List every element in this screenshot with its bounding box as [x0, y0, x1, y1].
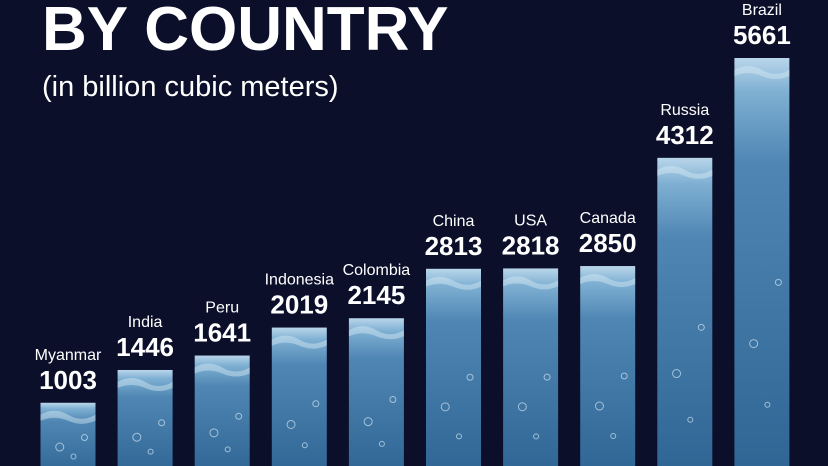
category-label: Russia — [660, 102, 709, 119]
bar-wave — [503, 276, 559, 290]
bubble — [774, 278, 782, 286]
bar — [117, 369, 173, 466]
bar-wave — [426, 276, 481, 290]
value-label: 2019 — [270, 290, 328, 320]
value-label: 2818 — [502, 230, 560, 260]
value-label: 5661 — [733, 20, 791, 50]
category-label: USA — [514, 212, 547, 229]
bubble — [301, 442, 308, 449]
bubble — [620, 372, 628, 380]
bar-wave — [271, 335, 327, 349]
bubble — [55, 442, 65, 452]
value-label: 2850 — [579, 228, 637, 258]
bubble — [749, 339, 759, 349]
value-label: 2813 — [425, 231, 483, 261]
bar-wave — [194, 363, 250, 377]
bar — [503, 268, 559, 466]
bubble — [517, 402, 527, 412]
bubble — [543, 373, 551, 381]
value-label: 1003 — [39, 365, 97, 395]
value-label: 1641 — [193, 318, 251, 348]
bubble — [286, 419, 296, 429]
bubble — [378, 440, 385, 447]
category-label: Myanmar — [35, 347, 102, 364]
bubble — [610, 433, 617, 440]
bar-wave — [734, 66, 790, 79]
category-label: Peru — [205, 300, 239, 317]
bubble — [594, 401, 604, 411]
bubble — [533, 433, 540, 440]
bubble — [466, 373, 474, 381]
bar — [194, 355, 250, 466]
bar — [734, 58, 790, 466]
chart-title: BY COUNTRY — [42, 0, 448, 64]
category-label: Canada — [580, 210, 636, 227]
value-label: 1446 — [116, 332, 174, 362]
bar-wave — [580, 274, 636, 288]
category-label: Colombia — [343, 262, 411, 279]
bubble — [764, 401, 771, 408]
bar-wave — [117, 377, 173, 391]
bar — [580, 266, 636, 466]
bubble — [70, 453, 77, 460]
bar — [657, 157, 713, 466]
bubble — [697, 323, 705, 331]
bubble — [672, 369, 682, 379]
bubble — [158, 419, 166, 427]
bubble — [389, 396, 397, 404]
bar — [348, 318, 404, 466]
bubble — [132, 432, 142, 442]
bubble — [687, 416, 694, 423]
bubble — [147, 448, 154, 455]
bubble — [209, 428, 219, 438]
bar-wave — [40, 410, 96, 424]
value-label: 4312 — [656, 120, 714, 150]
bar — [40, 402, 96, 466]
bubble — [440, 402, 450, 412]
category-label: Brazil — [742, 2, 782, 19]
bar — [426, 268, 481, 466]
bar-wave — [348, 326, 404, 340]
bubble — [312, 400, 320, 408]
chart-subtitle: (in billion cubic meters) — [42, 71, 339, 103]
category-label: India — [128, 314, 163, 331]
bubble — [363, 417, 373, 427]
bar-wave — [657, 165, 713, 179]
bubble — [456, 433, 462, 440]
category-label: Indonesia — [265, 272, 334, 289]
bubble — [81, 434, 88, 442]
bar — [271, 327, 327, 466]
bubble — [224, 446, 231, 453]
bubble — [235, 412, 243, 420]
category-label: China — [433, 213, 475, 230]
value-label: 2145 — [347, 280, 405, 310]
